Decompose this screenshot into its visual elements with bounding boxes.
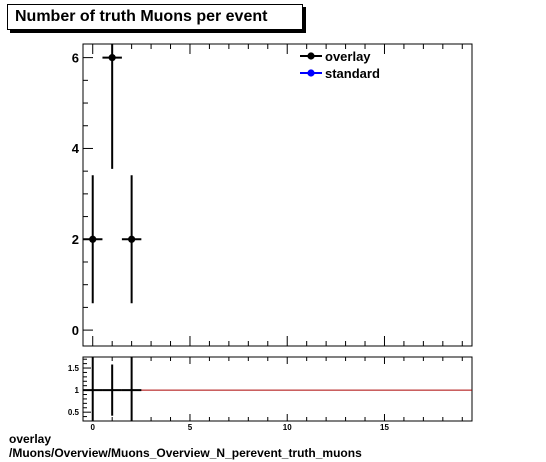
ratio-x-tick-label: 5 <box>188 423 193 432</box>
main-y-tick-label: 6 <box>72 50 79 65</box>
legend-marker <box>307 52 315 60</box>
main-data-point <box>108 54 116 62</box>
main-y-tick-label: 0 <box>72 323 79 338</box>
ratio-x-tick-label: 0 <box>90 423 95 432</box>
ratio-panel: 0 5 10 15 0.5 1 1.5 <box>68 356 473 432</box>
title-box: Number of truth Muons per event <box>7 4 303 30</box>
main-y-tick-label: 2 <box>72 232 79 247</box>
chart-title: Number of truth Muons per event <box>15 8 268 25</box>
legend-marker <box>307 69 315 77</box>
main-data-point <box>89 235 97 243</box>
caption: overlay /Muons/Overview/Muons_Overview_N… <box>9 432 362 460</box>
caption-line-1: overlay <box>9 432 52 446</box>
ratio-y-tick-label: 1.5 <box>68 364 80 373</box>
main-y-tick-label: 4 <box>72 141 80 156</box>
ratio-frame <box>82 356 473 422</box>
ratio-y-tick-label: 1 <box>75 386 80 395</box>
ratio-x-tick-label: 10 <box>283 423 292 432</box>
legend-label: overlay <box>325 49 371 64</box>
ratio-x-tick-label: 15 <box>380 423 389 432</box>
main-data-point <box>128 235 136 243</box>
main-frame <box>82 43 473 347</box>
ratio-y-tick-label: 0.5 <box>68 408 80 417</box>
main-panel: 0 2 4 6 overlay standard <box>72 43 473 347</box>
caption-line-2: /Muons/Overview/Muons_Overview_N_pereven… <box>9 446 362 460</box>
legend-label: standard <box>325 66 380 81</box>
